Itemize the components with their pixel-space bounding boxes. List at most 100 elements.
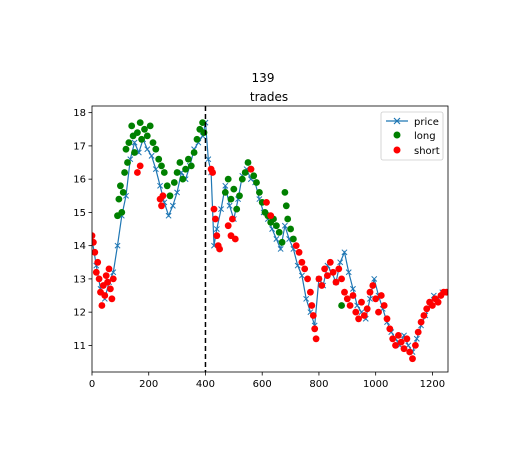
- x-tick-label: 600: [253, 379, 272, 390]
- long-point: [273, 222, 280, 230]
- price-x-stroke: [157, 182, 164, 189]
- long-point: [199, 119, 207, 126]
- price-point: [157, 182, 164, 189]
- y-tick-label: 17: [73, 141, 86, 152]
- price-point: [303, 295, 310, 302]
- chart-suptitle: 139: [252, 71, 275, 85]
- price-point: [371, 275, 378, 282]
- price-x-stroke: [256, 196, 263, 203]
- long-point: [121, 169, 128, 176]
- long-point: [124, 159, 131, 166]
- chart-title: trades: [250, 90, 288, 104]
- price-point: [337, 259, 344, 266]
- short-point: [360, 312, 368, 319]
- legend-label-long: long: [414, 131, 436, 142]
- price-point: [277, 246, 284, 252]
- short-point: [104, 278, 111, 286]
- short-point: [101, 292, 109, 299]
- long-point: [173, 169, 181, 176]
- short-point: [329, 268, 337, 276]
- short-point: [109, 275, 117, 283]
- short-point: [341, 288, 348, 296]
- x-tick-label: 400: [196, 379, 215, 390]
- short-point: [92, 232, 96, 240]
- short-point: [108, 295, 116, 303]
- price-point: [152, 166, 159, 173]
- legend-item-short: short: [393, 146, 440, 157]
- short-point: [307, 288, 314, 296]
- price-x-stroke: [307, 309, 314, 316]
- long-point: [238, 175, 246, 183]
- long-point: [233, 205, 241, 213]
- short-point: [231, 235, 239, 243]
- long-point: [190, 149, 198, 156]
- short-point: [102, 272, 110, 279]
- short-point: [159, 192, 167, 200]
- price-point: [341, 249, 348, 256]
- short-point: [309, 312, 317, 319]
- long-point: [125, 139, 133, 147]
- long-point: [224, 175, 232, 183]
- price-x-stroke: [148, 152, 155, 159]
- price-x-stroke: [273, 236, 280, 242]
- short-point: [301, 265, 309, 273]
- y-tick-label: 16: [73, 175, 86, 186]
- short-point: [326, 258, 334, 266]
- long-point: [143, 132, 151, 140]
- long-point: [158, 162, 165, 170]
- long-point: [187, 162, 195, 170]
- long-point: [176, 159, 184, 166]
- short-point: [423, 305, 431, 313]
- short-point: [95, 275, 103, 283]
- short-point: [395, 332, 402, 339]
- long-point: [281, 189, 289, 196]
- price-x-stroke: [152, 166, 159, 173]
- price-x-stroke: [341, 249, 348, 256]
- short-point: [372, 295, 380, 303]
- short-point: [247, 165, 255, 173]
- x-tick-label: 800: [309, 379, 328, 390]
- price-point: [205, 156, 212, 163]
- price-x-stroke: [123, 192, 129, 199]
- price-point: [222, 182, 229, 189]
- long-point: [118, 209, 126, 216]
- short-point: [94, 258, 102, 266]
- long-point: [128, 122, 136, 130]
- long-point: [236, 192, 243, 200]
- y-tick-label: 18: [73, 108, 86, 119]
- short-point: [213, 232, 221, 240]
- price-x-stroke: [169, 202, 176, 209]
- short-point: [377, 292, 385, 299]
- short-point: [375, 308, 382, 316]
- short-point: [92, 248, 99, 256]
- price-x-stroke: [277, 246, 284, 252]
- short-point: [389, 335, 397, 343]
- long-point: [241, 169, 249, 176]
- short-point: [136, 162, 144, 170]
- legend: price long short: [380, 111, 444, 161]
- long-point: [134, 129, 141, 137]
- y-tick-label: 13: [73, 274, 86, 285]
- short-point: [92, 238, 97, 246]
- short-point: [224, 222, 232, 230]
- short-marker-icon: [393, 146, 401, 154]
- price-x-stroke: [114, 242, 121, 249]
- price-x-stroke: [281, 222, 288, 229]
- short-point: [443, 288, 448, 296]
- short-point: [355, 315, 362, 323]
- short-point: [349, 292, 357, 299]
- long-point: [253, 179, 260, 186]
- short-point: [298, 258, 306, 266]
- short-point: [429, 302, 436, 309]
- short-point: [304, 275, 311, 283]
- short-point: [324, 272, 331, 279]
- long-point: [115, 195, 123, 203]
- price-point: [413, 335, 420, 342]
- legend-label-price: price: [414, 117, 439, 128]
- long-point: [138, 135, 146, 143]
- short-point: [403, 335, 411, 343]
- long-point: [122, 145, 130, 153]
- long-point: [282, 202, 290, 210]
- price-point: [298, 272, 305, 279]
